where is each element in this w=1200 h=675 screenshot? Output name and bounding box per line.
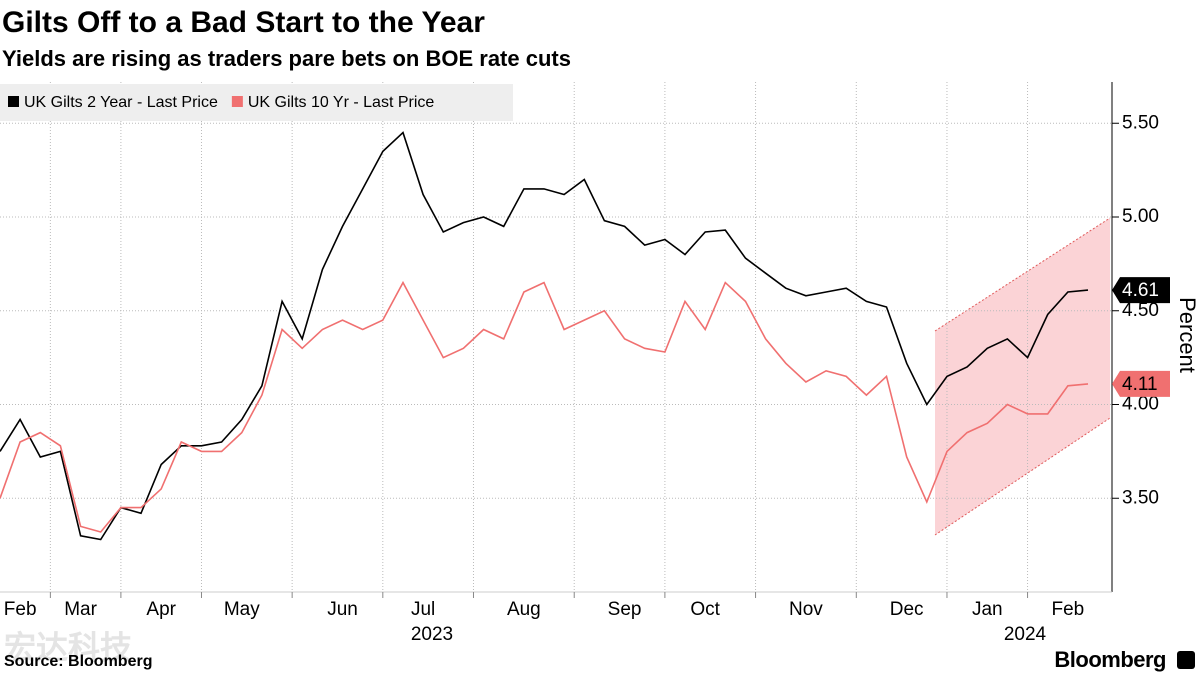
x-tick-label: Sep: [608, 599, 642, 620]
x-tick-label: Jan: [972, 599, 1003, 620]
last-value-label: 4.61: [1122, 280, 1159, 301]
brand-icon: [1177, 651, 1195, 669]
x-group-label: 2024: [1004, 624, 1047, 645]
x-tick-label: Nov: [789, 599, 823, 620]
channel-edge: [934, 417, 1111, 536]
x-tick-label: Feb: [4, 599, 37, 620]
x-tick-label: Aug: [507, 599, 541, 620]
x-group-label: 2023: [411, 624, 453, 645]
chart-title: Gilts Off to a Bad Start to the Year: [2, 6, 485, 39]
x-tick-label: May: [224, 599, 260, 620]
legend-swatch: [8, 96, 19, 107]
y-tick-label: 3.50: [1122, 487, 1159, 508]
x-tick-label: Jul: [411, 599, 435, 620]
y-tick-label: 5.50: [1122, 112, 1159, 133]
x-tick-label: Feb: [1051, 599, 1084, 620]
x-tick-label: Apr: [146, 599, 176, 620]
x-tick-label: Mar: [64, 599, 97, 620]
watermark: 宏达科技: [4, 629, 132, 665]
y-tick-label: 5.00: [1122, 206, 1159, 227]
channel-edge: [934, 217, 1111, 332]
y-axis-label: Percent: [1175, 297, 1200, 373]
legend-label: UK Gilts 2 Year - Last Price: [24, 94, 218, 111]
x-tick-label: Jun: [327, 599, 358, 620]
y-tick-label: 4.50: [1122, 300, 1159, 321]
legend-label: UK Gilts 10 Yr - Last Price: [248, 94, 435, 111]
last-value-label: 4.11: [1122, 374, 1158, 395]
chart-subtitle: Yields are rising as traders pare bets o…: [2, 46, 571, 71]
legend: UK Gilts 2 Year - Last Price UK Gilts 10 …: [0, 84, 513, 121]
last-value-tag: [1112, 277, 1170, 304]
x-tick-label: Oct: [690, 599, 720, 620]
trend-channel: [935, 218, 1110, 535]
legend-swatch: [231, 96, 243, 107]
last-value-tag: [1112, 370, 1170, 397]
source: Source: Bloomberg: [4, 653, 152, 670]
series-line: [0, 131, 1089, 541]
series-line: [0, 280, 1089, 533]
y-tick-label: 4.00: [1122, 394, 1159, 415]
x-tick-label: Dec: [890, 599, 924, 620]
legend-box: [0, 84, 513, 121]
brand: Bloomberg: [1054, 647, 1166, 672]
